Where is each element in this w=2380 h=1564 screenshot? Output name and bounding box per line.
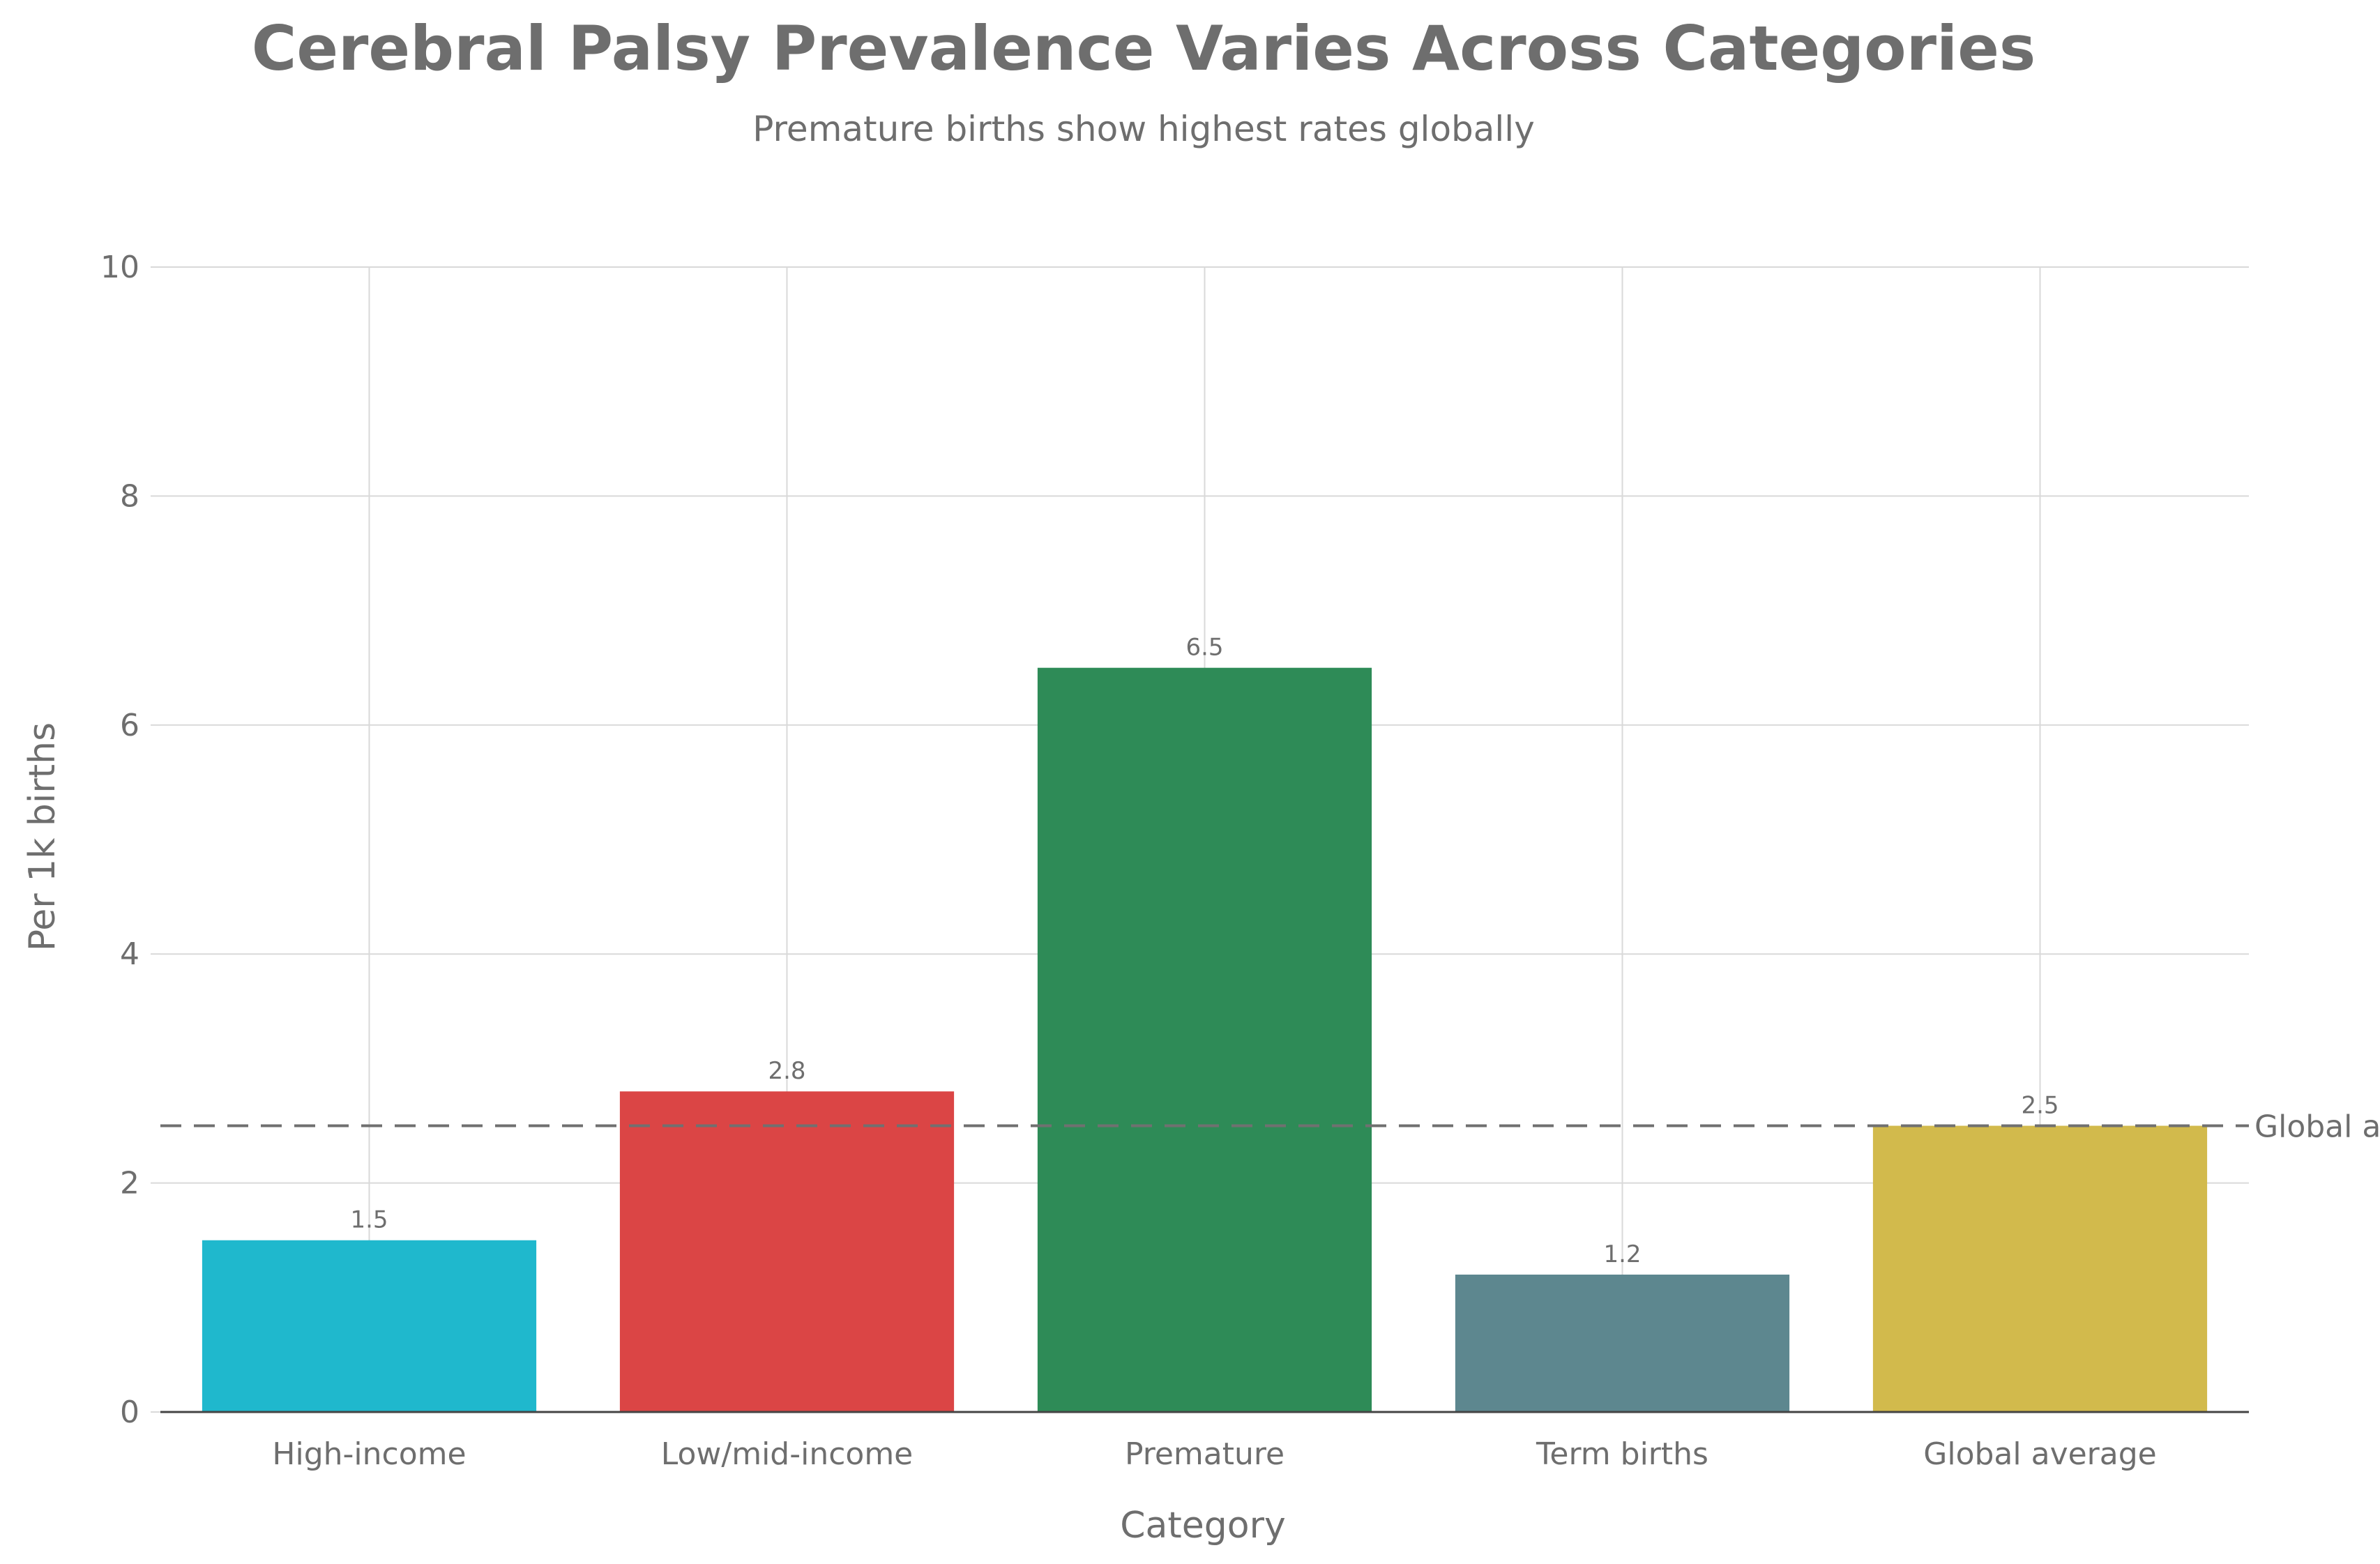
data-label-3: 6.5 (1185, 634, 1223, 662)
x-tick-label-5: Global average (1923, 1436, 2156, 1472)
y-tick-label: 0 (120, 1395, 139, 1430)
x-tick-label-3: Premature (1125, 1436, 1284, 1472)
bar-1 (202, 1240, 537, 1412)
y-tick-label: 10 (100, 250, 139, 285)
chart-subtitle: Premature births show highest rates glob… (752, 109, 1535, 149)
bar-3 (1037, 667, 1372, 1413)
bars (202, 667, 2208, 1413)
y-tick-label: 6 (120, 708, 139, 743)
bar-2 (619, 1091, 955, 1412)
bar-5 (1872, 1125, 2208, 1412)
x-tick-label-1: High-income (272, 1436, 466, 1472)
x-axis-title: Category (1120, 1505, 1286, 1547)
y-axis-title: Per 1k births (22, 722, 63, 951)
y-tick-label: 4 (120, 936, 139, 972)
data-label-1: 1.5 (350, 1206, 388, 1234)
x-tick-label-4: Term births (1536, 1436, 1708, 1472)
data-label-2: 2.8 (768, 1057, 805, 1085)
reference-line-label: Global a (2254, 1109, 2380, 1145)
bar-4 (1455, 1274, 1790, 1412)
data-label-5: 2.5 (2021, 1092, 2059, 1120)
data-label-4: 1.2 (1603, 1240, 1641, 1268)
chart-title: Cerebral Palsy Prevalence Varies Across … (251, 13, 2036, 84)
y-tick-label: 8 (120, 478, 139, 514)
x-tick-label-2: Low/mid-income (661, 1436, 914, 1472)
axes (151, 266, 2249, 1413)
labels: 0 2 4 6 8 10 1.5 High-income 2.8 Low/mid-income 6.… (100, 250, 2380, 1472)
y-tick-label: 2 (120, 1166, 139, 1201)
